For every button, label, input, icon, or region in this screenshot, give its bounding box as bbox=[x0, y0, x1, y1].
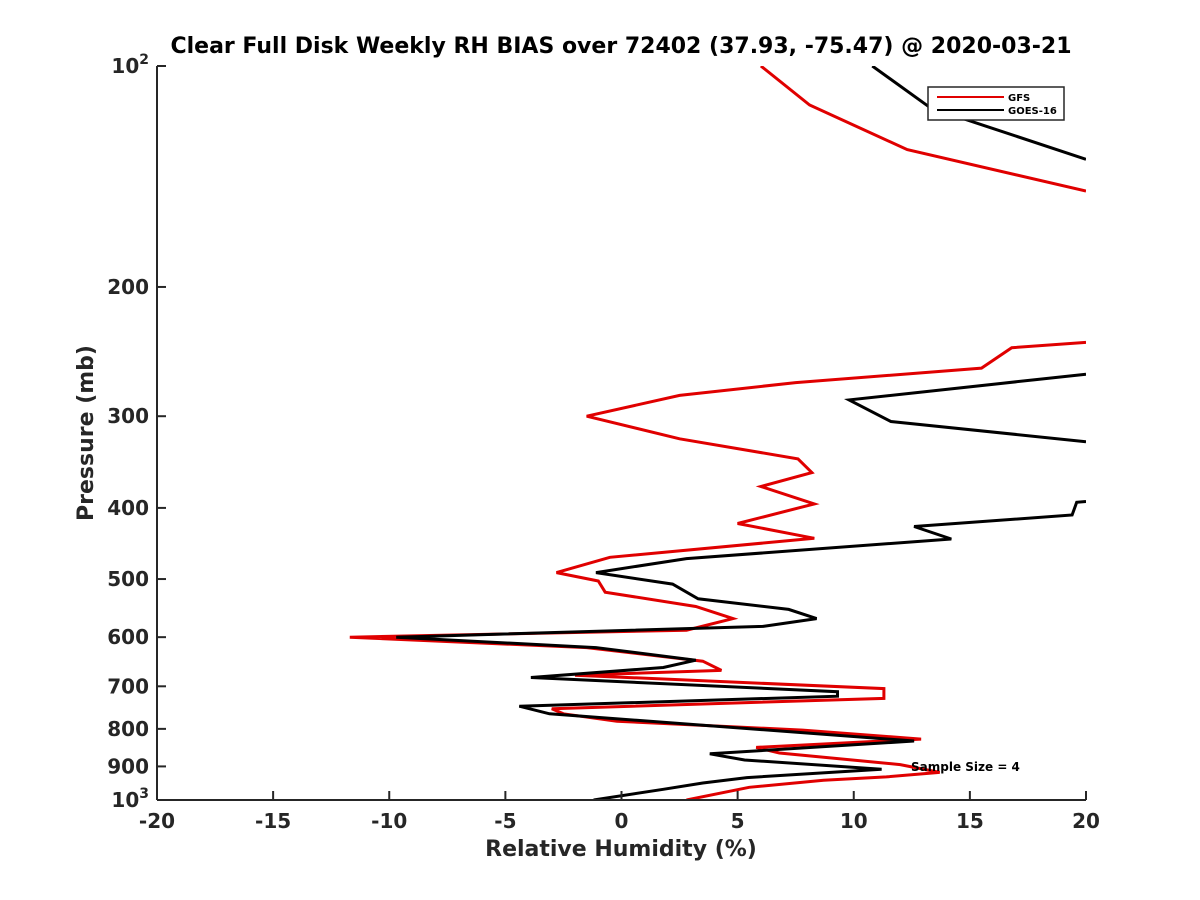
x-tick-label: 10 bbox=[840, 809, 868, 833]
y-tick-label: 200 bbox=[107, 275, 149, 299]
legend-label-goes16: GOES-16 bbox=[1008, 106, 1057, 117]
y-tick-label: 700 bbox=[107, 674, 149, 698]
chart-title: Clear Full Disk Weekly RH BIAS over 7240… bbox=[170, 34, 1071, 59]
series-line-goes16-seg-2 bbox=[396, 500, 1086, 800]
x-tick-label: 5 bbox=[731, 809, 745, 833]
x-tick-label: -15 bbox=[255, 809, 291, 833]
x-axis-label: Relative Humidity (%) bbox=[485, 837, 757, 862]
y-axis-ticks: 102 200 300 400 500 600 700 800 900 103 bbox=[107, 52, 166, 812]
series-line-gfs-seg-1 bbox=[349, 340, 1086, 800]
axes-layer bbox=[156, 66, 1086, 801]
legend-box bbox=[927, 86, 1065, 121]
y-tick-label: 500 bbox=[107, 567, 149, 591]
series-layer bbox=[349, 66, 1086, 800]
legend: GFS GOES-16 bbox=[927, 86, 1065, 121]
legend-label-gfs: GFS bbox=[1008, 93, 1030, 104]
y-tick-label: 900 bbox=[107, 754, 149, 778]
series-line-goes16-seg-1 bbox=[843, 372, 1086, 444]
x-tick-label: -20 bbox=[139, 809, 175, 833]
x-axis-ticks: -20 -15 -10 -5 0 5 10 15 20 bbox=[139, 791, 1100, 833]
series-line-gfs-seg-0 bbox=[759, 66, 1086, 193]
y-tick-label: 800 bbox=[107, 717, 149, 741]
y-tick-label: 300 bbox=[107, 404, 149, 428]
x-tick-label: 20 bbox=[1072, 809, 1100, 833]
y-tick-label: 600 bbox=[107, 625, 149, 649]
x-tick-label: 0 bbox=[615, 809, 629, 833]
x-tick-label: 15 bbox=[956, 809, 984, 833]
y-axis-label: Pressure (mb) bbox=[74, 345, 99, 521]
sample-size-annotation: Sample Size = 4 bbox=[911, 760, 1020, 774]
x-tick-label: -5 bbox=[494, 809, 516, 833]
y-tick-label: 400 bbox=[107, 496, 149, 520]
x-tick-label: -10 bbox=[371, 809, 407, 833]
y-tick-label: 102 bbox=[111, 52, 149, 78]
y-tick-label: 103 bbox=[111, 786, 149, 812]
